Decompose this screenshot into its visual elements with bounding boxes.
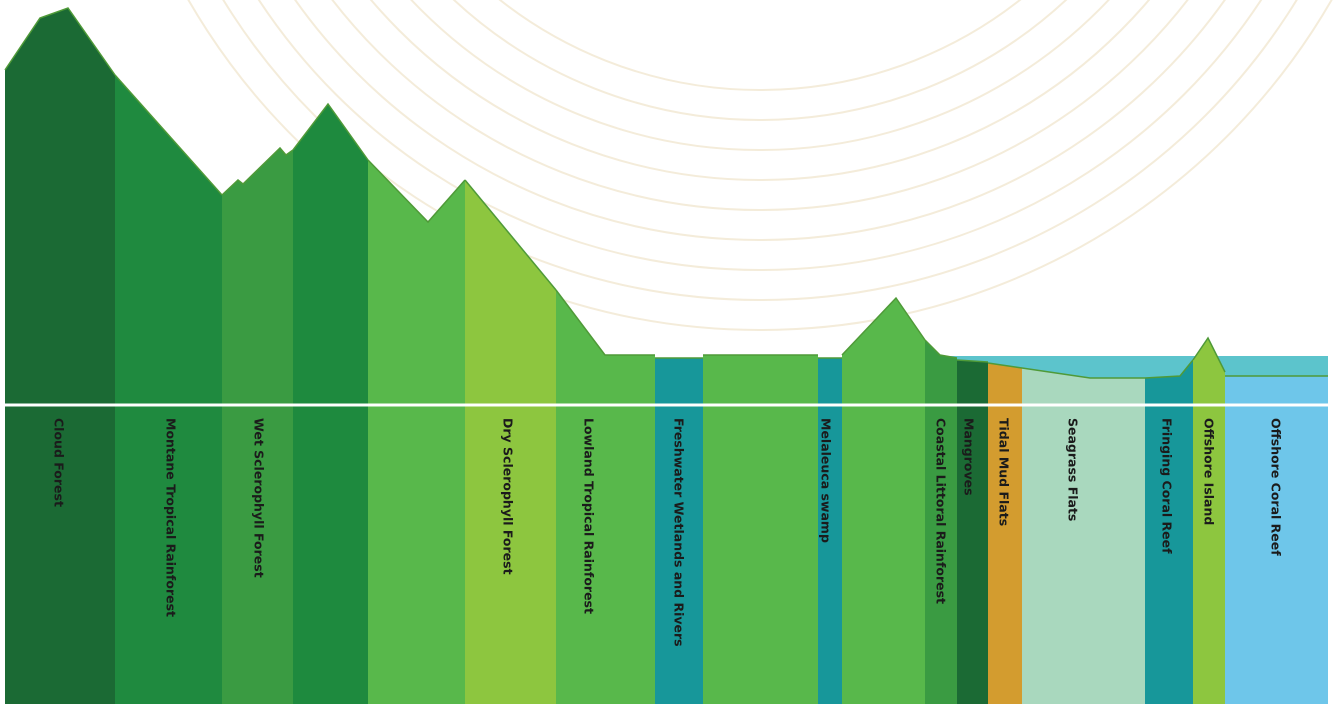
zone-label: Freshwater Wetlands and Rivers bbox=[672, 418, 687, 647]
zone-label: Dry Sclerophyll Forest bbox=[501, 418, 516, 575]
zone-label: Cloud Forest bbox=[52, 418, 67, 507]
zone-label: Montane Tropical Rainforest bbox=[164, 418, 179, 617]
zone-strip bbox=[5, 8, 115, 704]
zone-strip bbox=[115, 75, 222, 704]
zone-label: Mangroves bbox=[962, 418, 977, 496]
terrain-edge bbox=[221, 146, 294, 196]
terrain-edge bbox=[367, 159, 466, 224]
zone-strip bbox=[1022, 368, 1145, 704]
zone-label: Tidal Mud Flats bbox=[997, 418, 1012, 526]
terrain-edge bbox=[956, 359, 989, 363]
zone-label: Offshore Island bbox=[1202, 418, 1217, 525]
zone-strip bbox=[1225, 376, 1328, 704]
terrain-edge bbox=[114, 74, 223, 196]
arc bbox=[410, 0, 1110, 151]
arc bbox=[369, 0, 1151, 181]
arc bbox=[257, 0, 1263, 271]
zone-strip bbox=[925, 340, 957, 704]
zone-strip bbox=[465, 180, 556, 704]
arc bbox=[331, 0, 1189, 211]
terrain-edge bbox=[4, 7, 116, 76]
zone-label: Offshore Coral Reef bbox=[1269, 418, 1284, 556]
zone-strip bbox=[222, 148, 293, 704]
zone-strip bbox=[1145, 360, 1193, 704]
zone-strip bbox=[703, 355, 818, 704]
arc bbox=[294, 0, 1226, 241]
zone-labels: Cloud Forest Montane Tropical Rainforest W… bbox=[52, 418, 1284, 647]
terrain-edge bbox=[555, 289, 655, 356]
terrain-edge bbox=[1144, 359, 1194, 379]
zone-label: Seagrass Flats bbox=[1066, 418, 1081, 521]
zone-label: Coastal Littoral Rainforest bbox=[934, 418, 949, 604]
terrain-edge bbox=[464, 179, 557, 291]
terrain-edge bbox=[924, 339, 958, 359]
zone-strip bbox=[1193, 338, 1225, 704]
arc bbox=[452, 0, 1068, 121]
zone-strip bbox=[556, 290, 655, 704]
zone-strips bbox=[4, 7, 1328, 704]
zone-strip bbox=[988, 363, 1022, 704]
background-arcs bbox=[187, 0, 1333, 331]
zone-label: Melaleuca swamp bbox=[819, 418, 834, 543]
arc bbox=[187, 0, 1333, 331]
zone-label: Lowland Tropical Rainforest bbox=[582, 418, 597, 614]
terrain-edge bbox=[841, 296, 926, 356]
terrain-edge bbox=[1021, 367, 1145, 379]
zone-strip bbox=[818, 358, 842, 704]
zone-label: Wet Sclerophyll Forest bbox=[252, 418, 267, 578]
terrain-edge bbox=[292, 102, 369, 161]
terrain-edge bbox=[987, 362, 1023, 369]
zone-strip bbox=[957, 360, 988, 704]
terrain-edge bbox=[1192, 336, 1226, 373]
arc bbox=[222, 0, 1298, 301]
zone-label: Fringing Coral Reef bbox=[1160, 418, 1175, 554]
zone-strip bbox=[842, 298, 925, 704]
zone-strip bbox=[368, 160, 465, 704]
arc bbox=[498, 0, 1022, 91]
zone-strip bbox=[655, 358, 703, 704]
